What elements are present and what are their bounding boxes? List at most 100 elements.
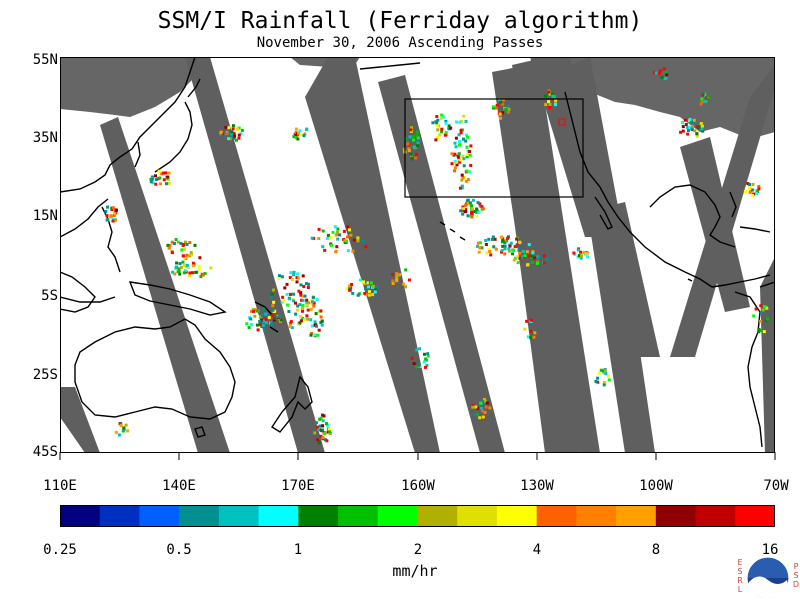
- rain-cell: [312, 304, 316, 308]
- rain-cell: [186, 265, 190, 269]
- rain-cell: [232, 136, 236, 140]
- rain-cell: [466, 178, 470, 181]
- rain-cell: [537, 256, 541, 260]
- rain-cell: [160, 172, 164, 176]
- rain-cell: [444, 131, 448, 135]
- rain-cell: [297, 276, 301, 280]
- rain-cell: [321, 419, 325, 423]
- rain-cell: [321, 229, 325, 233]
- rain-cell: [554, 99, 558, 103]
- rain-cell: [336, 233, 339, 237]
- rain-cell: [457, 156, 461, 160]
- rain-cell: [349, 233, 353, 237]
- rain-cell: [297, 131, 300, 135]
- rain-cell: [364, 287, 367, 291]
- rain-cell: [408, 135, 412, 139]
- rain-cell: [548, 92, 552, 96]
- rain-cell: [306, 308, 310, 312]
- rain-cell: [179, 241, 183, 245]
- rain-cell: [356, 293, 360, 297]
- rain-cell: [319, 428, 323, 432]
- rain-cell: [499, 100, 502, 104]
- rain-cell: [240, 128, 244, 132]
- rain-cell: [517, 247, 521, 251]
- rain-cell: [487, 248, 491, 252]
- rain-cell: [258, 323, 262, 327]
- rain-cell: [462, 164, 466, 168]
- rain-cell: [250, 309, 253, 313]
- rain-cell: [259, 318, 263, 322]
- rain-cell: [461, 208, 465, 212]
- rain-cell: [704, 96, 708, 100]
- rain-cell: [476, 241, 480, 245]
- rain-cell: [422, 360, 426, 364]
- rain-cell: [197, 267, 201, 271]
- rain-cell: [681, 129, 685, 133]
- rain-cell: [507, 110, 510, 114]
- colorbar-swatch: [655, 505, 697, 527]
- colorbar: [60, 505, 775, 527]
- rain-cell: [348, 288, 352, 292]
- rain-cell: [460, 186, 464, 190]
- rain-cell: [482, 397, 486, 401]
- rain-cell: [114, 208, 118, 212]
- rain-cell: [253, 314, 257, 318]
- rain-cell: [315, 324, 318, 328]
- rain-cell: [660, 75, 664, 79]
- rain-cell: [453, 166, 457, 170]
- rain-cell: [533, 256, 536, 260]
- rain-cell: [409, 144, 413, 148]
- rain-cell: [258, 315, 262, 319]
- rain-cell: [415, 130, 419, 134]
- logo-letters-esrl: E S R L: [737, 558, 743, 594]
- rain-cell: [294, 127, 298, 131]
- rain-cell: [488, 406, 492, 410]
- rain-cell: [109, 214, 113, 218]
- rain-cell: [230, 130, 234, 134]
- rain-cell: [188, 271, 192, 275]
- rain-cell: [684, 123, 688, 126]
- rain-cell: [415, 138, 419, 142]
- rain-cell: [542, 261, 546, 265]
- rain-cell: [466, 153, 469, 157]
- rain-cell: [508, 244, 512, 248]
- rain-cell: [479, 406, 483, 410]
- rain-cell: [261, 323, 265, 327]
- rain-cell: [239, 132, 243, 136]
- rain-cell: [346, 235, 349, 239]
- rain-cell: [491, 237, 494, 241]
- rain-cell: [356, 239, 360, 243]
- rain-cell: [367, 290, 371, 294]
- rain-cell: [328, 432, 332, 435]
- rain-cell: [450, 162, 454, 166]
- rain-cell: [431, 121, 435, 125]
- rain-cell: [604, 372, 608, 376]
- rain-cell: [296, 272, 300, 276]
- lat-label-55n: 55N: [32, 52, 58, 68]
- rain-cell: [371, 284, 375, 288]
- rain-cell: [466, 201, 470, 205]
- rain-cell: [189, 251, 193, 255]
- rain-cell: [681, 125, 685, 129]
- rain-cell: [498, 112, 502, 116]
- rain-cell: [502, 98, 505, 102]
- rain-cell: [167, 246, 171, 250]
- rain-cell: [405, 140, 409, 144]
- rain-cell: [444, 121, 448, 125]
- rain-cell: [183, 256, 187, 260]
- rain-cell: [662, 67, 666, 71]
- rain-cell: [303, 294, 307, 298]
- rain-cell: [464, 208, 468, 212]
- rain-cell: [754, 307, 758, 311]
- rain-cell: [185, 263, 189, 267]
- rain-cell: [582, 251, 586, 254]
- rain-cell: [434, 120, 438, 124]
- lat-label-5s: 5S: [41, 288, 58, 304]
- rain-cell: [597, 371, 601, 375]
- colorbar-swatch: [735, 505, 775, 527]
- rain-cell: [407, 147, 411, 150]
- rain-cell: [263, 328, 267, 332]
- rain-cell: [391, 282, 395, 285]
- rain-cell: [279, 318, 283, 322]
- rain-cell: [695, 132, 699, 136]
